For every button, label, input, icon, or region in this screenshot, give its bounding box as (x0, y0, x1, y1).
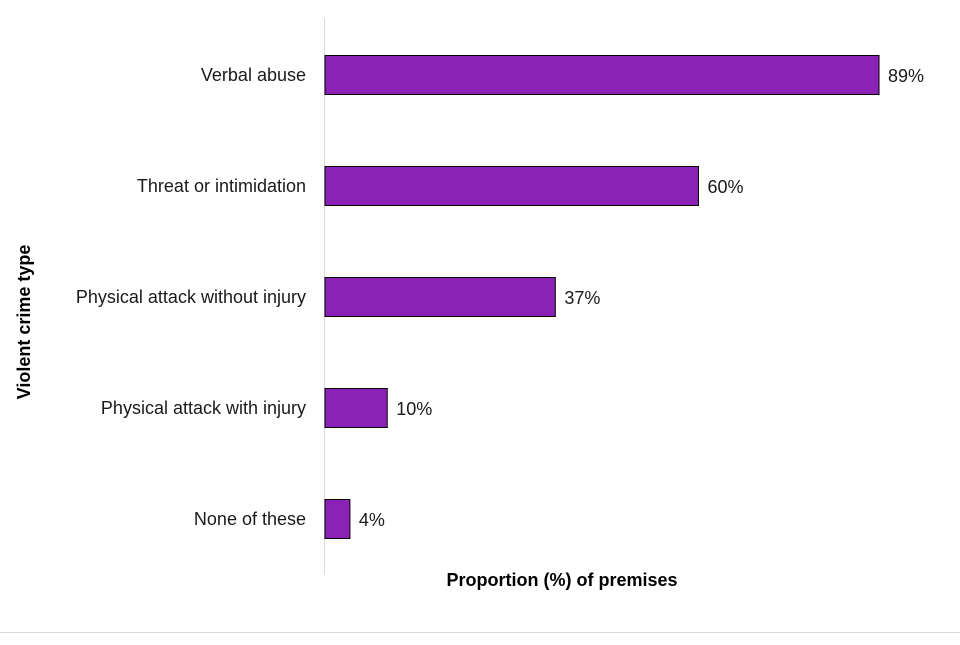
data-labels: 89% 60% 37% 10% 4% (359, 66, 924, 530)
data-label: 4% (359, 510, 385, 530)
x-axis-title: Proportion (%) of premises (446, 570, 677, 590)
bottom-divider (0, 632, 960, 633)
data-label: 60% (708, 177, 744, 197)
data-label: 10% (396, 399, 432, 419)
category-label: None of these (194, 509, 306, 529)
y-axis-title: Violent crime type (14, 245, 34, 400)
bar (324, 55, 880, 95)
bar (324, 166, 699, 206)
category-label: Physical attack with injury (101, 398, 306, 418)
bars-layer (324, 55, 880, 539)
bar (324, 277, 556, 317)
category-label: Verbal abuse (201, 65, 306, 85)
bar (324, 499, 351, 539)
data-label: 89% (888, 66, 924, 86)
category-label: Threat or intimidation (137, 176, 306, 196)
bar (324, 388, 388, 428)
category-label: Physical attack without injury (76, 287, 306, 307)
category-labels: Verbal abuse Threat or intimidation Physic… (76, 65, 306, 529)
data-label: 37% (564, 288, 600, 308)
